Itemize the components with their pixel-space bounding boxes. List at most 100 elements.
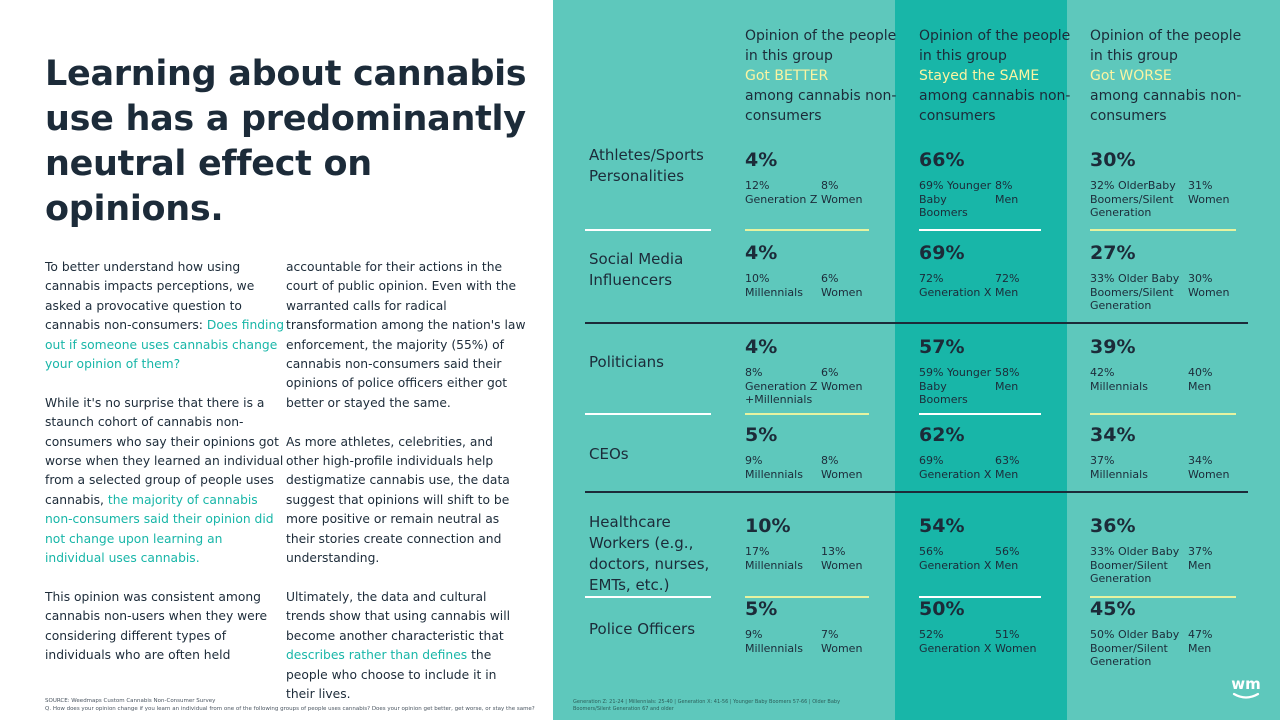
- column-header: Opinion of the people in this group Got W…: [1090, 26, 1250, 126]
- segment-a-label: Millennials: [745, 558, 803, 572]
- percent-value: 27%: [1090, 242, 1136, 264]
- column-header: Opinion of the people in this group Staye…: [919, 26, 1079, 126]
- headline-line: Learning about cannabis: [45, 54, 527, 94]
- segment-a-percent: 56%: [919, 545, 944, 558]
- row-separator: [919, 596, 1041, 598]
- segment-a-label: Generation X: [919, 285, 992, 299]
- segment-b-label: Women: [995, 641, 1037, 655]
- percent-value: 39%: [1090, 336, 1136, 358]
- segment-b-percent: 40%: [1188, 366, 1213, 379]
- age-footnote: Generation Z: 21-24 | Millennials: 25-40…: [573, 699, 841, 712]
- segment-b-label: Women: [821, 467, 863, 481]
- column-header-pre: Opinion of the people in this group: [745, 28, 897, 64]
- body-paragraph: accountable for their actions in the cou…: [286, 260, 526, 410]
- segment-a-percent: 9%: [745, 628, 763, 641]
- segment-a-label: Millennials: [1090, 467, 1148, 481]
- segment-b-label: Men: [995, 285, 1019, 299]
- wm-logo-icon: wm: [1231, 675, 1261, 699]
- highlight-text: describes rather than defines: [286, 648, 468, 663]
- percent-value: 34%: [1090, 424, 1136, 446]
- percent-value: 45%: [1090, 598, 1136, 620]
- segment-a-label: Boomer/Silent Generation: [1090, 641, 1168, 669]
- column-header-accent: Got BETTER: [745, 68, 829, 84]
- percent-value: 66%: [919, 149, 965, 171]
- percent-value: 30%: [1090, 149, 1136, 171]
- segment-a-label: Boomer/Silent Generation: [1090, 558, 1168, 586]
- segment-b-label: Men: [995, 192, 1019, 206]
- segment-b-percent: 72%: [995, 272, 1020, 285]
- segment-a-label: Millennials: [745, 285, 803, 299]
- percent-value: 5%: [745, 424, 778, 446]
- segment-a-percent: 42%: [1090, 366, 1115, 379]
- percent-value: 36%: [1090, 515, 1136, 537]
- body-column-2: accountable for their actions in the cou…: [286, 258, 526, 720]
- segment-b-label: Men: [1188, 558, 1212, 572]
- row-separator: [1090, 413, 1236, 415]
- svg-text:wm: wm: [1231, 675, 1261, 693]
- segment-b-percent: 7%: [821, 628, 839, 641]
- column-header-accent: Got WORSE: [1090, 68, 1172, 84]
- highlight-text: Does finding out if someone uses cannabi…: [45, 318, 285, 372]
- column-header-pre: Opinion of the people in this group: [1090, 28, 1242, 64]
- segment-a-percent: 10%: [745, 272, 770, 285]
- body-paragraph: To better understand how using cannabis …: [45, 258, 285, 374]
- segment-a-label: Millennials: [745, 467, 803, 481]
- row-label: Politicians: [589, 353, 664, 371]
- highlight-text: the majority of cannabis non-consumers s…: [45, 492, 274, 566]
- segment-a-percent: 69% Younger: [919, 179, 992, 192]
- segment-a-percent: 69%: [919, 454, 944, 467]
- segment-a-percent: 12%: [745, 179, 770, 192]
- source-note: SOURCE: Weedmaps Custom Cannabis Non-Con…: [45, 697, 535, 713]
- segment-a-percent: 33% Older Baby: [1090, 272, 1180, 285]
- segment-a-percent: 50% Older Baby: [1090, 628, 1180, 641]
- segment-b-percent: 8%: [821, 179, 839, 192]
- source-question: Q. How does your opinion change if you l…: [45, 706, 535, 712]
- segment-a-label: Millennials: [745, 641, 803, 655]
- segment-a-percent: 37%: [1090, 454, 1115, 467]
- segment-b-label: Men: [995, 558, 1019, 572]
- percent-value: 4%: [745, 336, 778, 358]
- segment-b-label: Men: [995, 467, 1019, 481]
- segment-b-label: Women: [821, 192, 863, 206]
- segment-b-label: Women: [821, 285, 863, 299]
- percent-value: 5%: [745, 598, 778, 620]
- segment-b-label: Men: [1188, 641, 1212, 655]
- segment-a-label: Baby Boomers: [919, 379, 968, 407]
- group-separator: [585, 322, 1248, 324]
- segment-b-label: Women: [821, 379, 863, 393]
- column-header: Opinion of the people in this group Got B…: [745, 26, 905, 126]
- segment-b-percent: 13%: [821, 545, 846, 558]
- segment-a-percent: 52%: [919, 628, 944, 641]
- segment-a-label: Generation X: [919, 467, 992, 481]
- segment-b-percent: 34%: [1188, 454, 1213, 467]
- segment-b-label: Women: [821, 558, 863, 572]
- body-paragraph: While it's no surprise that there is a s…: [45, 394, 285, 569]
- row-separator: [1090, 229, 1236, 231]
- row-separator: [919, 229, 1041, 231]
- percent-value: 4%: [745, 242, 778, 264]
- segment-b-percent: 30%: [1188, 272, 1213, 285]
- percent-value: 10%: [745, 515, 791, 537]
- headline-line: neutral effect on opinions.: [45, 144, 372, 229]
- row-separator: [745, 413, 869, 415]
- source-line: SOURCE: Weedmaps Custom Cannabis Non-Con…: [45, 698, 216, 704]
- column-header-post: among cannabis non-consumers: [919, 88, 1071, 124]
- segment-a-label: Millennials: [1090, 379, 1148, 393]
- segment-b-label: Men: [995, 379, 1019, 393]
- segment-b-label: Women: [821, 641, 863, 655]
- percent-value: 62%: [919, 424, 965, 446]
- segment-b-percent: 58%: [995, 366, 1020, 379]
- body-text: To better understand how using cannabis …: [45, 260, 255, 333]
- row-label: Police Officers: [589, 620, 696, 638]
- segment-b-percent: 37%: [1188, 545, 1213, 558]
- segment-a-label: Generation X: [919, 641, 992, 655]
- row-separator: [585, 229, 711, 231]
- segment-b-percent: 8%: [821, 454, 839, 467]
- segment-b-label: Women: [1188, 467, 1230, 481]
- row-separator: [745, 596, 869, 598]
- segment-b-percent: 31%: [1188, 179, 1213, 192]
- body-text: Ultimately, the data and cultural trends…: [286, 589, 511, 643]
- headline: Learning about cannabis use has a predom…: [45, 52, 535, 232]
- segment-a-percent: 32% OlderBaby: [1090, 179, 1176, 192]
- percent-value: 4%: [745, 149, 778, 171]
